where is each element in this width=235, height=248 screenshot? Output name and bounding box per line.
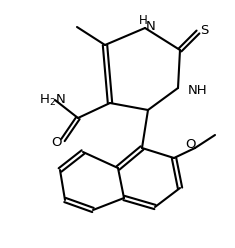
Text: O: O [186,137,196,151]
Text: S: S [200,24,208,36]
Text: H$_2$N: H$_2$N [39,93,66,108]
Text: H: H [139,13,147,27]
Text: O: O [51,135,61,149]
Text: NH: NH [188,84,208,96]
Text: N: N [146,20,156,32]
